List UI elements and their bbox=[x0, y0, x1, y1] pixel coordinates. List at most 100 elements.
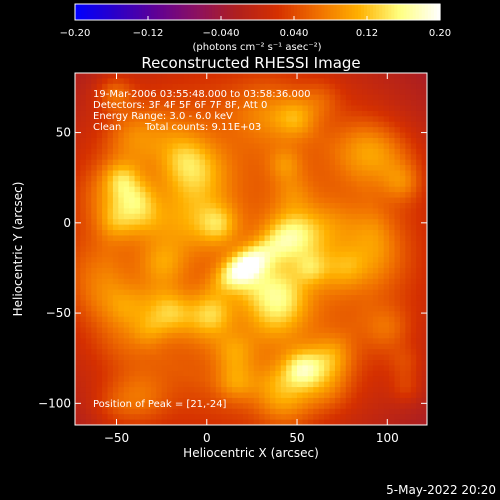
heatmap-cell bbox=[199, 262, 206, 269]
heatmap-cell bbox=[150, 165, 157, 171]
heatmap-cell bbox=[139, 354, 146, 361]
heatmap-cell bbox=[340, 121, 347, 128]
heatmap-cell bbox=[112, 257, 119, 264]
heatmap-cell bbox=[150, 154, 157, 161]
heatmap-cell bbox=[253, 414, 260, 421]
heatmap-cell bbox=[177, 305, 184, 312]
heatmap-cell bbox=[253, 289, 260, 296]
heatmap-cell bbox=[362, 332, 368, 339]
heatmap-cell bbox=[421, 246, 427, 253]
heatmap-cell bbox=[383, 289, 390, 296]
heatmap-cell bbox=[259, 311, 266, 318]
heatmap-cell bbox=[167, 94, 173, 101]
heatmap-cell bbox=[275, 100, 282, 106]
heatmap-cell bbox=[264, 73, 271, 79]
heatmap-cell bbox=[210, 165, 217, 171]
heatmap-cell bbox=[291, 338, 298, 345]
heatmap-cell bbox=[80, 284, 87, 291]
heatmap-cell bbox=[378, 73, 385, 79]
heatmap-cell bbox=[340, 192, 347, 199]
heatmap-cell bbox=[345, 408, 352, 415]
heatmap-cell bbox=[177, 230, 184, 236]
heatmap-cell bbox=[150, 311, 157, 318]
heatmap-cell bbox=[405, 213, 412, 220]
heatmap-cell bbox=[226, 240, 233, 247]
heatmap-cell bbox=[345, 235, 352, 242]
heatmap-cell bbox=[405, 419, 412, 425]
heatmap-cell bbox=[221, 316, 228, 323]
heatmap-cell bbox=[161, 213, 168, 220]
heatmap-cell bbox=[112, 100, 119, 106]
heatmap-cell bbox=[118, 403, 125, 410]
heatmap-cell bbox=[269, 365, 276, 372]
heatmap-cell bbox=[85, 170, 92, 177]
heatmap-cell bbox=[324, 267, 331, 274]
heatmap-cell bbox=[156, 94, 163, 101]
heatmap-cell bbox=[259, 343, 266, 350]
heatmap-cell bbox=[340, 89, 347, 96]
heatmap-cell bbox=[253, 89, 260, 96]
heatmap-cell bbox=[394, 192, 401, 199]
heatmap-cell bbox=[102, 257, 108, 264]
heatmap-cell bbox=[421, 322, 427, 329]
heatmap-cell bbox=[123, 73, 130, 79]
heatmap-cell bbox=[215, 403, 222, 410]
heatmap-cell bbox=[85, 202, 92, 209]
heatmap-cell bbox=[96, 105, 103, 112]
heatmap-cell bbox=[264, 267, 271, 274]
heatmap-cell bbox=[324, 170, 331, 177]
heatmap-cell bbox=[183, 170, 190, 177]
heatmap-cell bbox=[96, 332, 103, 339]
heatmap-cell bbox=[275, 197, 282, 204]
heatmap-cell bbox=[167, 349, 173, 356]
heatmap-cell bbox=[248, 349, 255, 356]
heatmap-cell bbox=[177, 311, 184, 318]
heatmap-cell bbox=[324, 235, 331, 242]
heatmap-cell bbox=[150, 360, 157, 366]
heatmap-cell bbox=[297, 284, 303, 291]
heatmap-cell bbox=[259, 332, 266, 339]
heatmap-cell bbox=[156, 148, 163, 155]
heatmap-cell bbox=[167, 376, 173, 383]
heatmap-cell bbox=[123, 94, 130, 101]
heatmap-cell bbox=[210, 300, 217, 307]
heatmap-cell bbox=[340, 197, 347, 204]
heatmap-cell bbox=[324, 370, 331, 377]
heatmap-cell bbox=[340, 300, 347, 307]
heatmap-cell bbox=[340, 100, 347, 106]
heatmap-cell bbox=[210, 230, 217, 236]
heatmap-cell bbox=[172, 94, 179, 101]
heatmap-cell bbox=[253, 181, 260, 188]
heatmap-cell bbox=[378, 332, 385, 339]
heatmap-cell bbox=[334, 181, 341, 188]
heatmap-cell bbox=[340, 360, 347, 366]
heatmap-cell bbox=[351, 278, 358, 285]
heatmap-cell bbox=[102, 305, 108, 312]
heatmap-cell bbox=[102, 267, 108, 274]
heatmap-cell bbox=[340, 349, 347, 356]
heatmap-cell bbox=[226, 78, 233, 85]
heatmap-cell bbox=[134, 267, 141, 274]
heatmap-cell bbox=[150, 365, 157, 372]
colorbar-cell bbox=[242, 4, 246, 20]
heatmap-cell bbox=[351, 235, 358, 242]
heatmap-cell bbox=[102, 100, 108, 106]
heatmap-cell bbox=[232, 408, 238, 415]
heatmap-cell bbox=[399, 370, 406, 377]
heatmap-cell bbox=[183, 235, 190, 242]
heatmap-cell bbox=[421, 289, 427, 296]
heatmap-cell bbox=[275, 78, 282, 85]
heatmap-cell bbox=[242, 89, 249, 96]
heatmap-cell bbox=[194, 230, 201, 236]
heatmap-cell bbox=[378, 397, 385, 404]
heatmap-cell bbox=[286, 143, 293, 150]
y-tick-label: −100 bbox=[38, 396, 71, 410]
heatmap-cell bbox=[302, 295, 309, 301]
heatmap-cell bbox=[161, 311, 168, 318]
heatmap-cell bbox=[91, 132, 98, 139]
colorbar-cell bbox=[278, 4, 283, 20]
heatmap-cell bbox=[318, 360, 325, 366]
heatmap-cell bbox=[156, 89, 163, 96]
heatmap-cell bbox=[107, 273, 114, 280]
heatmap-cell bbox=[253, 257, 260, 264]
